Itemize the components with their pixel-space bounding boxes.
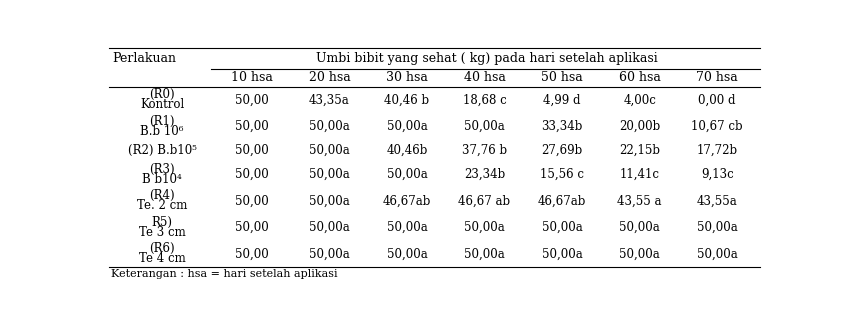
- Text: 50,00a: 50,00a: [464, 120, 505, 133]
- Text: 50,00: 50,00: [235, 120, 269, 133]
- Text: 50,00: 50,00: [235, 221, 269, 234]
- Text: Te 4 cm: Te 4 cm: [139, 252, 186, 265]
- Text: 46,67ab: 46,67ab: [382, 194, 431, 207]
- Text: (R6): (R6): [149, 242, 175, 255]
- Text: 20 hsa: 20 hsa: [309, 71, 350, 85]
- Text: 50,00a: 50,00a: [387, 247, 427, 260]
- Text: 50,00a: 50,00a: [387, 120, 427, 133]
- Text: R5): R5): [152, 215, 173, 228]
- Text: B.b 10⁶: B.b 10⁶: [141, 125, 184, 138]
- Text: 40,46b: 40,46b: [387, 144, 427, 157]
- Text: 37,76 b: 37,76 b: [462, 144, 507, 157]
- Text: 0,00 d: 0,00 d: [699, 94, 736, 107]
- Text: 11,41c: 11,41c: [620, 168, 660, 181]
- Text: Kontrol: Kontrol: [140, 99, 184, 112]
- Text: 4,00c: 4,00c: [623, 94, 656, 107]
- Text: 40,46 b: 40,46 b: [384, 94, 430, 107]
- Text: (R2) B.b10⁵: (R2) B.b10⁵: [128, 144, 197, 157]
- Text: 46,67ab: 46,67ab: [538, 194, 586, 207]
- Text: 10,67 cb: 10,67 cb: [691, 120, 743, 133]
- Text: 50,00a: 50,00a: [387, 168, 427, 181]
- Text: 50,00: 50,00: [235, 194, 269, 207]
- Text: Te 3 cm: Te 3 cm: [139, 225, 186, 238]
- Text: 50,00a: 50,00a: [309, 221, 350, 234]
- Text: B b10⁴: B b10⁴: [142, 173, 182, 186]
- Text: Perlakuan: Perlakuan: [113, 52, 176, 65]
- Text: 70 hsa: 70 hsa: [696, 71, 738, 85]
- Text: 50,00a: 50,00a: [309, 247, 350, 260]
- Text: 50,00: 50,00: [235, 247, 269, 260]
- Text: 50,00a: 50,00a: [697, 221, 738, 234]
- Text: 43,55 a: 43,55 a: [617, 194, 662, 207]
- Text: 50,00: 50,00: [235, 94, 269, 107]
- Text: (R0): (R0): [149, 89, 175, 102]
- Text: Te. 2 cm: Te. 2 cm: [137, 199, 187, 212]
- Text: 9,13c: 9,13c: [700, 168, 734, 181]
- Text: 60 hsa: 60 hsa: [619, 71, 661, 85]
- Text: 15,56 c: 15,56 c: [540, 168, 584, 181]
- Text: 50,00a: 50,00a: [309, 168, 350, 181]
- Text: 30 hsa: 30 hsa: [386, 71, 428, 85]
- Text: 40 hsa: 40 hsa: [464, 71, 505, 85]
- Text: (R1): (R1): [149, 115, 175, 128]
- Text: 27,69b: 27,69b: [542, 144, 583, 157]
- Text: 50,00a: 50,00a: [309, 144, 350, 157]
- Text: 46,67 ab: 46,67 ab: [459, 194, 510, 207]
- Text: 50,00a: 50,00a: [619, 221, 660, 234]
- Text: (R3): (R3): [149, 163, 175, 176]
- Text: 50,00a: 50,00a: [697, 247, 738, 260]
- Text: 50,00a: 50,00a: [464, 247, 505, 260]
- Text: 50,00a: 50,00a: [387, 221, 427, 234]
- Text: 33,34b: 33,34b: [541, 120, 583, 133]
- Text: 50,00a: 50,00a: [309, 194, 350, 207]
- Text: 23,34b: 23,34b: [464, 168, 505, 181]
- Text: 50 hsa: 50 hsa: [541, 71, 583, 85]
- Text: 43,35a: 43,35a: [309, 94, 350, 107]
- Text: 50,00a: 50,00a: [619, 247, 660, 260]
- Text: 4,99 d: 4,99 d: [544, 94, 581, 107]
- Text: 18,68 c: 18,68 c: [463, 94, 506, 107]
- Text: 50,00a: 50,00a: [542, 221, 583, 234]
- Text: 50,00: 50,00: [235, 168, 269, 181]
- Text: 43,55a: 43,55a: [697, 194, 738, 207]
- Text: 20,00b: 20,00b: [619, 120, 661, 133]
- Text: Keterangan : hsa = hari setelah aplikasi: Keterangan : hsa = hari setelah aplikasi: [111, 270, 338, 280]
- Text: 50,00a: 50,00a: [309, 120, 350, 133]
- Text: 50,00a: 50,00a: [542, 247, 583, 260]
- Text: 50,00: 50,00: [235, 144, 269, 157]
- Text: 10 hsa: 10 hsa: [231, 71, 273, 85]
- Text: (R4): (R4): [149, 189, 175, 202]
- Text: Umbi bibit yang sehat ( kg) pada hari setelah aplikasi: Umbi bibit yang sehat ( kg) pada hari se…: [315, 52, 657, 65]
- Text: 17,72b: 17,72b: [697, 144, 738, 157]
- Text: 22,15b: 22,15b: [619, 144, 660, 157]
- Text: 50,00a: 50,00a: [464, 221, 505, 234]
